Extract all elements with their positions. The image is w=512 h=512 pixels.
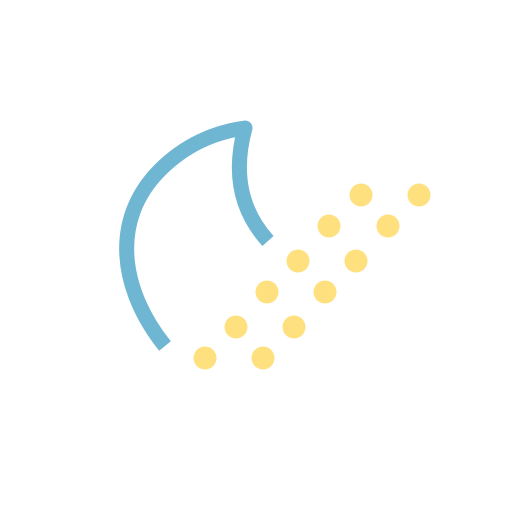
dot [407, 183, 431, 207]
dot [224, 315, 248, 339]
dots-group [193, 183, 431, 370]
dot [344, 249, 368, 273]
dot [251, 346, 275, 370]
crescent-moon-shape [119, 120, 274, 351]
dot [193, 346, 217, 370]
dot [313, 280, 337, 304]
dot [349, 183, 373, 207]
dot [255, 280, 279, 304]
dot [376, 214, 400, 238]
dot [286, 249, 310, 273]
dot [317, 214, 341, 238]
dot [282, 315, 306, 339]
